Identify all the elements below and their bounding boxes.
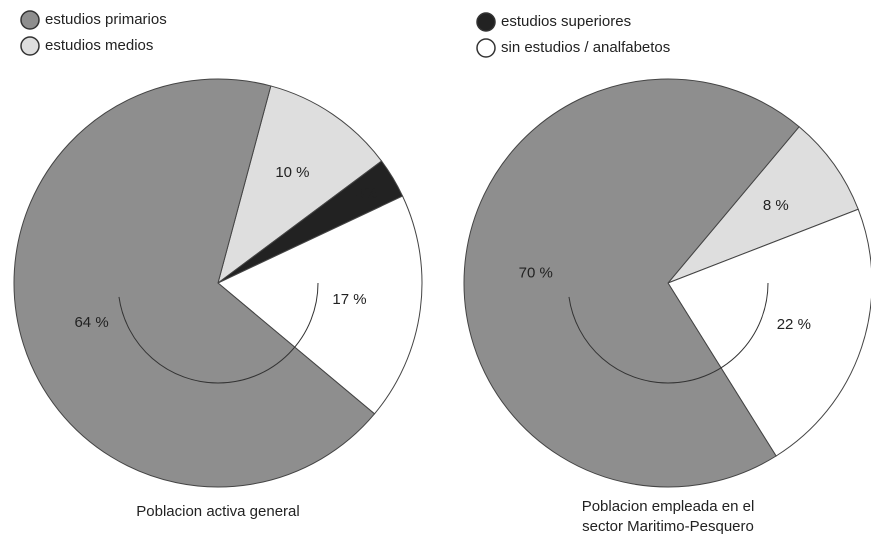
value-label: 70 % (519, 265, 553, 282)
legend-swatch (20, 36, 40, 56)
pie-slice (667, 208, 871, 457)
value-label: 10 % (275, 164, 309, 181)
value-label: 64 % (74, 314, 108, 331)
chart-caption: Poblacion empleada en el (582, 498, 755, 515)
value-label: 3% (356, 185, 378, 202)
legend-label: estudios medios (45, 37, 153, 54)
legend-label: sin estudios / analfabetos (501, 39, 670, 56)
legend-swatch (476, 12, 496, 32)
pie-slice (13, 78, 376, 488)
legend-label: estudios superiores (501, 13, 631, 30)
legend-swatch (476, 38, 496, 58)
legend-label: estudios primarios (45, 11, 167, 28)
pie-slice (217, 85, 383, 285)
inner-arc (117, 182, 319, 384)
inner-arc (567, 182, 769, 384)
legend-swatch (20, 10, 40, 30)
pie-slice (667, 126, 859, 284)
chart-caption: sector Maritimo-Pesquero (582, 518, 754, 535)
value-label: 8 % (763, 197, 789, 214)
pie-slice (217, 195, 423, 415)
value-label: 17 % (332, 291, 366, 308)
pie-slice (463, 78, 800, 488)
chart-caption: Poblacion activa general (136, 503, 299, 520)
value-label: 22 % (777, 316, 811, 333)
